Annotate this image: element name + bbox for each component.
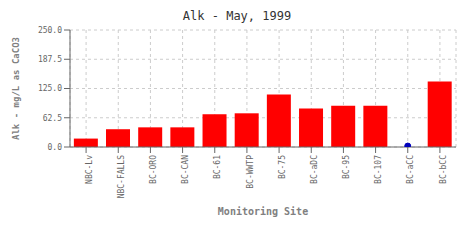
svg-text:62.5: 62.5 (43, 114, 62, 123)
svg-text:BC-ORO: BC-ORO (149, 155, 158, 184)
svg-text:BC-CAN: BC-CAN (181, 155, 190, 184)
svg-text:Alk - mg/L as CaCO3: Alk - mg/L as CaCO3 (11, 37, 21, 140)
svg-text:BC-aDC: BC-aDC (310, 155, 319, 184)
svg-text:187.5: 187.5 (38, 55, 62, 64)
svg-text:NBC-FALLS: NBC-FALLS (117, 155, 126, 199)
svg-text:0.0: 0.0 (48, 143, 63, 152)
svg-text:BC-aCC: BC-aCC (406, 155, 415, 184)
svg-text:BC-95: BC-95 (342, 155, 351, 179)
html-text:Alk - May, 1999: Alk - May, 1999 (182, 9, 292, 23)
svg-text:BC-WWTP: BC-WWTP (246, 155, 255, 189)
svg-text:BC-107: BC-107 (374, 155, 383, 184)
svg-text:BC-bCC: BC-bCC (439, 155, 448, 184)
svg-text:NBC-Lv: NBC-Lv (85, 155, 94, 184)
svg-text:BC-75: BC-75 (278, 155, 287, 179)
svg-text:125.0: 125.0 (38, 84, 62, 93)
svg-text:250.0: 250.0 (38, 26, 62, 35)
svg-text:BC-61: BC-61 (213, 155, 222, 179)
svg-text:Monitoring Site: Monitoring Site (218, 206, 308, 217)
